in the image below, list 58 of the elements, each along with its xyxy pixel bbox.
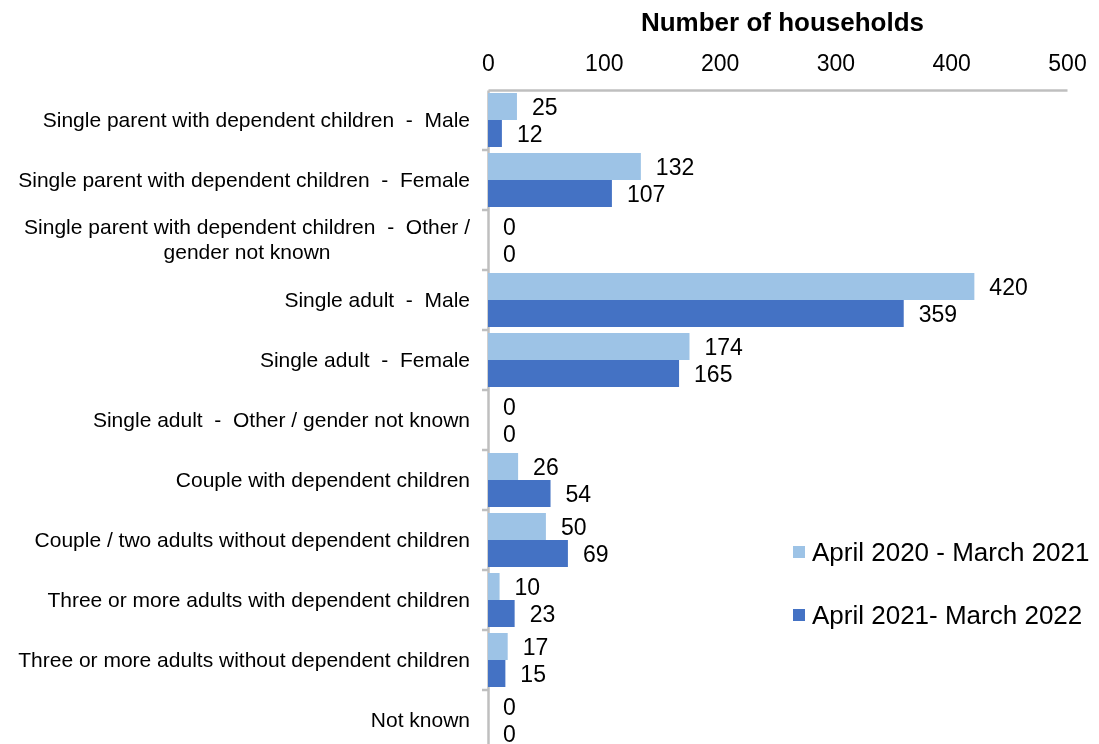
bar [488, 180, 612, 207]
bar [488, 660, 506, 687]
data-label: 50 [560, 513, 587, 540]
data-label: 23 [529, 600, 556, 627]
y-tick-label: Couple / two adults without dependent children [34, 527, 470, 551]
y-tick-label: Single adult - Female [259, 347, 470, 371]
data-label: 17 [522, 633, 549, 660]
y-tick-label: Three or more adults with dependent children [47, 587, 470, 611]
x-tick-label: 400 [932, 50, 971, 76]
y-tick-label: Couple with dependent children [175, 467, 470, 491]
x-axis-title: Number of households [640, 7, 925, 37]
data-label: 0 [503, 393, 516, 420]
data-label: 15 [520, 660, 546, 687]
bar [488, 333, 690, 360]
data-label: 107 [626, 180, 666, 207]
legend-label: April 2021- March 2022 [812, 600, 1083, 631]
bar [488, 153, 641, 180]
bar [488, 600, 515, 627]
y-tick-label: Single parent with dependent children - Female [18, 167, 470, 191]
bar [488, 633, 508, 660]
legend-label: April 2020 - March 2021 [812, 537, 1090, 568]
x-tick-label: 300 [816, 50, 856, 76]
data-label: 26 [533, 453, 559, 480]
data-label: 420 [989, 273, 1028, 300]
y-tick-label: Single adult - Male [284, 287, 470, 311]
y-tick-label: Single parent with dependent children - Male [42, 107, 470, 131]
data-label: 0 [503, 720, 516, 744]
bar [488, 480, 551, 507]
data-label: 10 [514, 573, 541, 600]
bar [488, 120, 502, 147]
data-label: 69 [582, 540, 609, 567]
data-label: 0 [503, 693, 516, 720]
bar [488, 513, 546, 540]
bar [488, 300, 904, 327]
data-label: 54 [565, 480, 592, 507]
x-tick-label: 500 [1048, 50, 1087, 76]
data-label: 0 [503, 240, 516, 267]
bar [488, 540, 568, 567]
data-label: 132 [655, 153, 695, 180]
y-tick-label: Single adult - Other / gender not known [92, 407, 470, 431]
bar [488, 453, 519, 480]
x-tick-label: 0 [482, 50, 495, 76]
bar [488, 93, 517, 120]
data-label: 174 [704, 333, 744, 360]
y-tick-label: Not known [370, 707, 470, 731]
bar [488, 273, 975, 300]
bar [488, 573, 500, 600]
data-label: 25 [531, 93, 558, 120]
data-label: 359 [918, 300, 958, 327]
data-label: 12 [516, 120, 543, 147]
data-label: 0 [503, 420, 516, 447]
x-tick-label: 100 [585, 50, 624, 76]
x-tick-label: 200 [700, 50, 740, 76]
data-label: 0 [503, 213, 516, 240]
y-tick-label: Three or more adults without dependent children [18, 647, 470, 671]
bar [488, 360, 680, 387]
y-tick-label: Single parent with dependent children - Other / gender not known [24, 215, 471, 264]
data-label: 165 [694, 360, 733, 387]
